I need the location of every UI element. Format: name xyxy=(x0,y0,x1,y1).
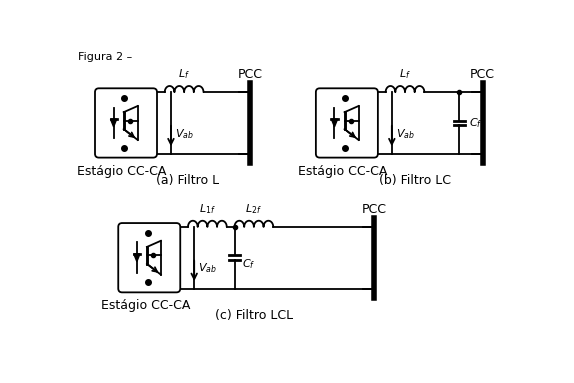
Text: Figura 2 –: Figura 2 – xyxy=(78,52,132,62)
Text: $V_{ab}$: $V_{ab}$ xyxy=(395,127,414,141)
Polygon shape xyxy=(331,119,338,127)
FancyBboxPatch shape xyxy=(316,88,378,158)
Text: $V_{ab}$: $V_{ab}$ xyxy=(175,127,194,141)
Text: (a) Filtro L: (a) Filtro L xyxy=(157,174,220,187)
Polygon shape xyxy=(134,254,140,262)
Text: PCC: PCC xyxy=(238,69,262,81)
Polygon shape xyxy=(111,119,117,127)
Text: $C_f$: $C_f$ xyxy=(242,257,256,271)
Text: PCC: PCC xyxy=(362,203,386,216)
Text: $V_{ab}$: $V_{ab}$ xyxy=(198,262,217,275)
FancyBboxPatch shape xyxy=(118,223,180,292)
Text: (b) Filtro LC: (b) Filtro LC xyxy=(379,174,451,187)
Text: $L_{2f}$: $L_{2f}$ xyxy=(246,202,262,216)
Text: Estágio CC-CA: Estágio CC-CA xyxy=(77,165,167,178)
Text: Estágio CC-CA: Estágio CC-CA xyxy=(298,165,387,178)
Text: $L_f$: $L_f$ xyxy=(178,67,190,81)
Text: (c) Filtro LCL: (c) Filtro LCL xyxy=(215,309,293,322)
Text: PCC: PCC xyxy=(470,69,495,81)
FancyBboxPatch shape xyxy=(95,88,157,158)
Text: $C_f$: $C_f$ xyxy=(468,116,482,130)
Text: Estágio CC-CA: Estágio CC-CA xyxy=(100,299,190,312)
Text: $L_{1f}$: $L_{1f}$ xyxy=(199,202,216,216)
Text: $L_f$: $L_f$ xyxy=(399,67,411,81)
